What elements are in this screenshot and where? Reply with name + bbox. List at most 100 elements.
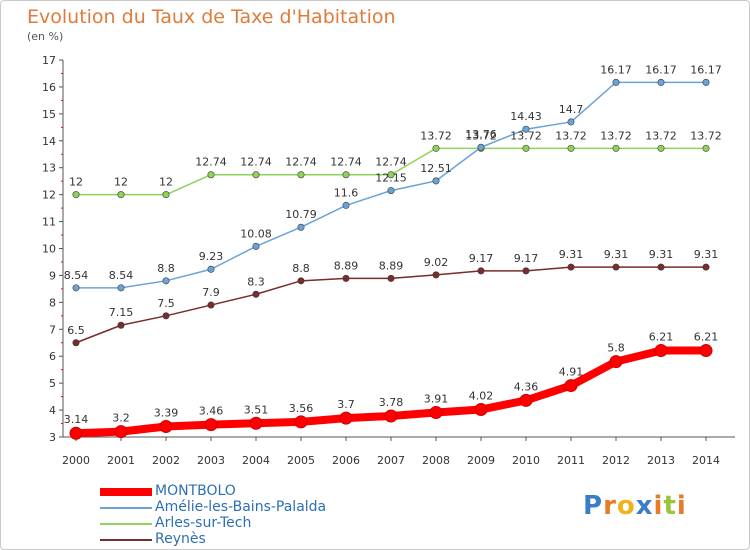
logo-letter: i: [676, 491, 687, 521]
data-label: 12.15: [375, 172, 407, 185]
data-point: [432, 177, 440, 185]
data-label: 9.02: [424, 256, 449, 269]
data-point: [297, 277, 305, 285]
data-point: [117, 191, 125, 199]
y-tick-label: 14: [42, 135, 56, 148]
series-am-lie-les-bains-palalda: [72, 78, 710, 292]
y-tick-label: 12: [42, 189, 56, 202]
y-tick-label: 13: [42, 162, 56, 175]
data-label: 12: [69, 176, 83, 189]
data-label: 7.9: [202, 286, 220, 299]
data-point: [387, 187, 395, 195]
axes: 3 4 5 6 7 8 9 10 11 12 13 14 15 16 17 2000 2001 2002 2003 2…: [42, 54, 735, 467]
data-point: [567, 144, 575, 152]
data-point: [522, 125, 530, 133]
data-label: 7.5: [157, 297, 175, 310]
data-point: [252, 171, 260, 179]
data-point: [114, 425, 128, 439]
y-tick-label: 7: [49, 323, 56, 336]
data-point: [612, 78, 620, 86]
data-point: [249, 416, 263, 430]
data-point: [297, 223, 305, 231]
data-point: [477, 143, 485, 151]
data-point: [297, 171, 305, 179]
data-point: [384, 409, 398, 423]
legend-swatch: [100, 539, 152, 541]
x-tick-label: 2002: [152, 454, 180, 467]
data-point: [72, 191, 80, 199]
data-label: 11.6: [334, 186, 359, 199]
data-label: 13.72: [690, 129, 722, 142]
legend-label: Amélie-les-Bains-Palalda: [155, 499, 327, 515]
data-point: [432, 144, 440, 152]
data-label: 4.36: [514, 380, 539, 393]
data-point: [567, 263, 575, 271]
legend-label: MONTBOLO: [155, 483, 236, 499]
logo-letter: r: [603, 491, 617, 521]
data-label: 4.02: [469, 390, 494, 403]
data-label: 12.74: [240, 156, 272, 169]
data-label: 13.72: [555, 129, 587, 142]
data-label: 8.89: [379, 259, 404, 272]
data-point: [387, 274, 395, 282]
data-point: [342, 274, 350, 282]
y-tick-label: 11: [42, 216, 56, 229]
data-point: [702, 144, 710, 152]
data-label: 3.7: [337, 398, 355, 411]
data-label: 8.8: [292, 262, 310, 275]
data-point: [654, 344, 668, 358]
data-label: 3.51: [244, 403, 269, 416]
data-label: 8.8: [157, 262, 175, 275]
data-point: [702, 78, 710, 86]
data-point: [72, 339, 80, 347]
series-montbolo: [69, 344, 713, 440]
proxiti-logo: Proxiti: [583, 491, 687, 521]
y-tick-label: 8: [49, 296, 56, 309]
data-label: 9.17: [514, 252, 539, 265]
data-label: 8.89: [334, 259, 359, 272]
data-point: [519, 393, 533, 407]
data-label: 16.17: [645, 63, 677, 76]
data-label: 4.91: [559, 366, 584, 379]
data-point: [387, 171, 395, 179]
data-label: 7.15: [109, 306, 134, 319]
series-reyn-s: [72, 263, 710, 347]
data-point: [207, 265, 215, 273]
data-label: 14.43: [510, 110, 542, 123]
data-point: [69, 426, 83, 440]
data-point: [657, 144, 665, 152]
data-point: [612, 263, 620, 271]
series-layer: [69, 78, 713, 440]
y-tick-label: 17: [42, 54, 56, 67]
data-label: 3.56: [289, 402, 314, 415]
logo-letter: t: [663, 491, 677, 521]
data-point: [522, 144, 530, 152]
data-label: 9.31: [559, 248, 584, 261]
data-point: [564, 379, 578, 393]
data-point: [609, 355, 623, 369]
data-label: 8.3: [247, 275, 265, 288]
data-label: 6.21: [694, 331, 719, 344]
logo-letter: o: [616, 491, 636, 521]
logo-letter: x: [635, 491, 654, 521]
data-label: 12.51: [420, 162, 452, 175]
data-point: [612, 144, 620, 152]
data-label: 3.39: [154, 406, 179, 419]
y-tick-label: 6: [49, 350, 56, 363]
data-point: [117, 321, 125, 329]
data-point: [162, 312, 170, 320]
data-label: 12.74: [285, 156, 317, 169]
x-tick-label: 2014: [692, 454, 720, 467]
data-label: 6.5: [67, 324, 85, 337]
data-point: [429, 405, 443, 419]
x-tick-label: 2010: [512, 454, 540, 467]
x-tick-label: 2001: [107, 454, 135, 467]
data-point: [657, 263, 665, 271]
data-point: [432, 271, 440, 279]
data-point: [699, 344, 713, 358]
legend-label: Reynès: [155, 531, 206, 547]
data-label: 6.21: [649, 331, 674, 344]
data-point: [657, 78, 665, 86]
data-label: 12: [159, 176, 173, 189]
